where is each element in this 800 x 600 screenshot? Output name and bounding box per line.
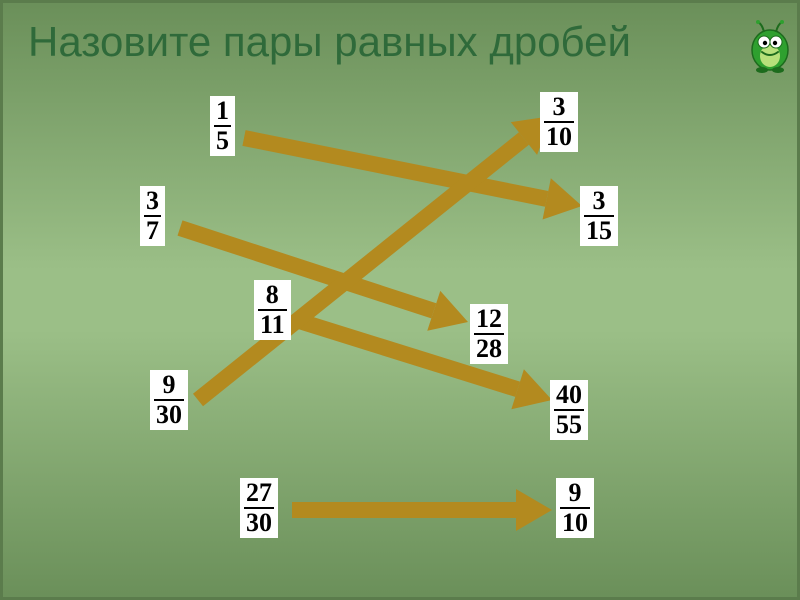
fraction-numerator: 3 [144,188,161,215]
fraction-1-5: 15 [210,96,235,156]
fraction-3-7: 37 [140,186,165,246]
fraction-denominator: 30 [154,399,184,428]
fraction-3-15: 315 [580,186,618,246]
fraction-numerator: 3 [591,188,608,215]
fraction-numerator: 9 [567,480,584,507]
arrow-f1-f4 [244,138,582,219]
fraction-denominator: 55 [554,409,584,438]
fraction-denominator: 28 [474,333,504,362]
fraction-40-55: 4055 [550,380,588,440]
fraction-9-10: 910 [556,478,594,538]
arrow-f9-f10 [292,489,552,531]
arrow-f3-f6 [180,228,468,331]
fraction-numerator: 1 [214,98,231,125]
fraction-12-28: 1228 [470,304,508,364]
fraction-9-30: 930 [150,370,188,430]
fraction-denominator: 11 [258,309,287,338]
fraction-numerator: 3 [551,94,568,121]
fraction-27-30: 2730 [240,478,278,538]
fraction-numerator: 8 [264,282,281,309]
fraction-denominator: 10 [560,507,590,536]
fraction-denominator: 7 [144,215,161,244]
fraction-numerator: 40 [554,382,584,409]
fraction-3-10: 310 [540,92,578,152]
fraction-8-11: 811 [254,280,291,340]
fraction-denominator: 10 [544,121,574,150]
fraction-denominator: 30 [244,507,274,536]
fraction-numerator: 27 [244,480,274,507]
slide-title: Назовите пары равных дробей [28,18,631,66]
fraction-denominator: 15 [584,215,614,244]
fraction-numerator: 9 [161,372,178,399]
arrow-f5-f8 [296,320,552,409]
fraction-denominator: 5 [214,125,231,154]
slide-svg [0,0,800,600]
mascot-icon [740,16,800,76]
slide-root: Назовите пары равных дробей 153103731581… [0,0,800,600]
fraction-numerator: 12 [474,306,504,333]
